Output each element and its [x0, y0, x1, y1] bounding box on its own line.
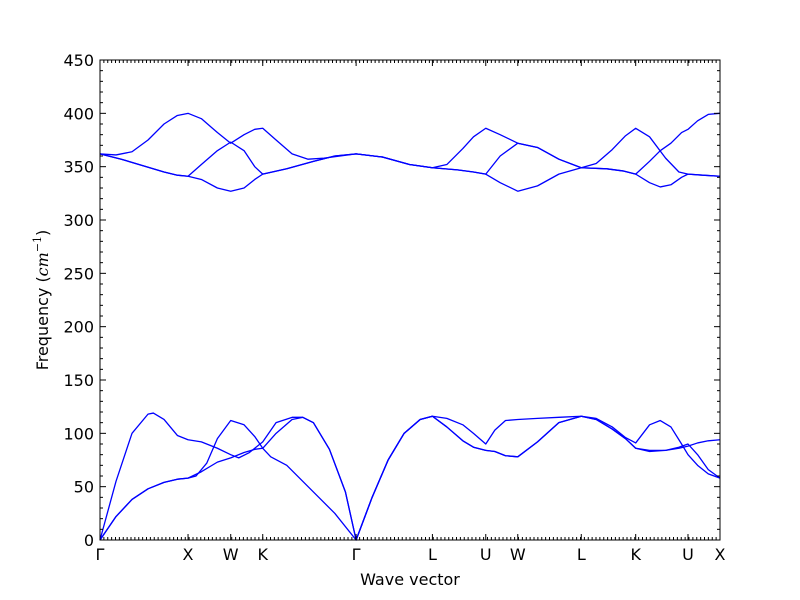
- y-tick-label: 200: [63, 318, 94, 337]
- y-tick-label: 450: [63, 51, 94, 70]
- y-axis-label: Frequency (cm−1): [31, 230, 52, 371]
- y-tick-labels: 0 50 100 150 200 250 300 350 400 450: [63, 51, 94, 550]
- x-tick-label: U: [682, 545, 694, 564]
- y-tick-label: 100: [63, 424, 94, 443]
- y-tick-label: 0: [84, 531, 94, 550]
- y-tick-label: 300: [63, 211, 94, 230]
- plot-background: [100, 60, 720, 540]
- x-tick-label: K: [257, 545, 268, 564]
- series-line-3: [99, 412, 721, 541]
- x-tick-label: W: [510, 545, 526, 564]
- series-line-6: [99, 112, 721, 177]
- x-tick-label: K: [630, 545, 641, 564]
- x-tick-label: X: [715, 545, 726, 564]
- x-tick-label: U: [480, 545, 492, 564]
- series-line-5: [99, 112, 721, 177]
- x-tick-label: Γ: [352, 545, 361, 564]
- y-tick-label: 50: [74, 478, 94, 497]
- x-tick-label: X: [183, 545, 194, 564]
- series-lines: [99, 112, 721, 541]
- y-tick-label: 250: [63, 264, 94, 283]
- y-tick-label: 150: [63, 371, 94, 390]
- y-tick-label: 400: [63, 104, 94, 123]
- y-axis-label-sup: −1: [31, 236, 44, 252]
- x-tick-label: L: [577, 545, 586, 564]
- x-axis-label: Wave vector: [360, 570, 460, 589]
- y-axis-label-close: ): [33, 230, 52, 236]
- x-tick-label: Γ: [96, 545, 105, 564]
- y-axis-label-text: Frequency (: [33, 276, 52, 370]
- y-tick-label: 350: [63, 158, 94, 177]
- y-axis-label-math: cm: [33, 252, 52, 276]
- x-tick-label: L: [428, 545, 437, 564]
- axis-ticks: [99, 59, 721, 541]
- x-tick-label: W: [223, 545, 239, 564]
